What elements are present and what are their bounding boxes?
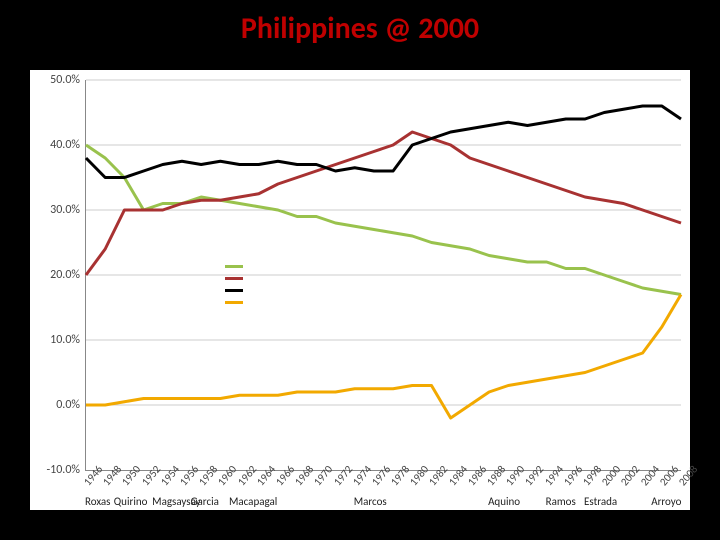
president-label: Roxas xyxy=(85,495,110,508)
president-label: Quirino xyxy=(114,495,148,508)
president-label: Macapagal xyxy=(229,495,277,508)
y-tick-label: 10.0% xyxy=(30,333,80,347)
legend-swatch-black xyxy=(225,289,243,292)
x-axis-labels: 1946194819501952195419561958196019621964… xyxy=(85,470,680,490)
series-black xyxy=(86,106,681,178)
president-label: Arroyo xyxy=(651,495,681,508)
y-tick-label: 50.0% xyxy=(30,73,80,87)
legend-swatch-darkred xyxy=(225,277,243,280)
y-tick-label: 20.0% xyxy=(30,268,80,282)
president-label: Marcos xyxy=(354,495,387,508)
plot-area xyxy=(85,80,681,471)
legend-swatch-orange xyxy=(225,301,243,304)
data-series xyxy=(86,80,681,470)
slide-title: Philippines @ 2000 xyxy=(0,10,720,47)
president-label: Aquino xyxy=(488,495,520,508)
y-tick-label: 30.0% xyxy=(30,203,80,217)
president-label: Ramos xyxy=(546,495,576,508)
series-green xyxy=(86,145,681,295)
chart-container: 50.0% 40.0% 30.0% 20.0% 10.0% 0.0% -10.0% 1946… xyxy=(30,70,690,510)
president-labels: RoxasQuirinoMagsaysayGarciaMacapagalMarc… xyxy=(85,495,680,509)
legend-swatch-green xyxy=(225,265,243,268)
series-orange xyxy=(86,295,681,419)
legend-swatch-block xyxy=(225,265,247,313)
y-tick-label: -10.0% xyxy=(30,463,80,477)
president-label: Estrada xyxy=(584,495,617,508)
y-tick-label: 0.0% xyxy=(30,398,80,412)
president-label: Garcia xyxy=(191,495,219,508)
y-tick-label: 40.0% xyxy=(30,138,80,152)
